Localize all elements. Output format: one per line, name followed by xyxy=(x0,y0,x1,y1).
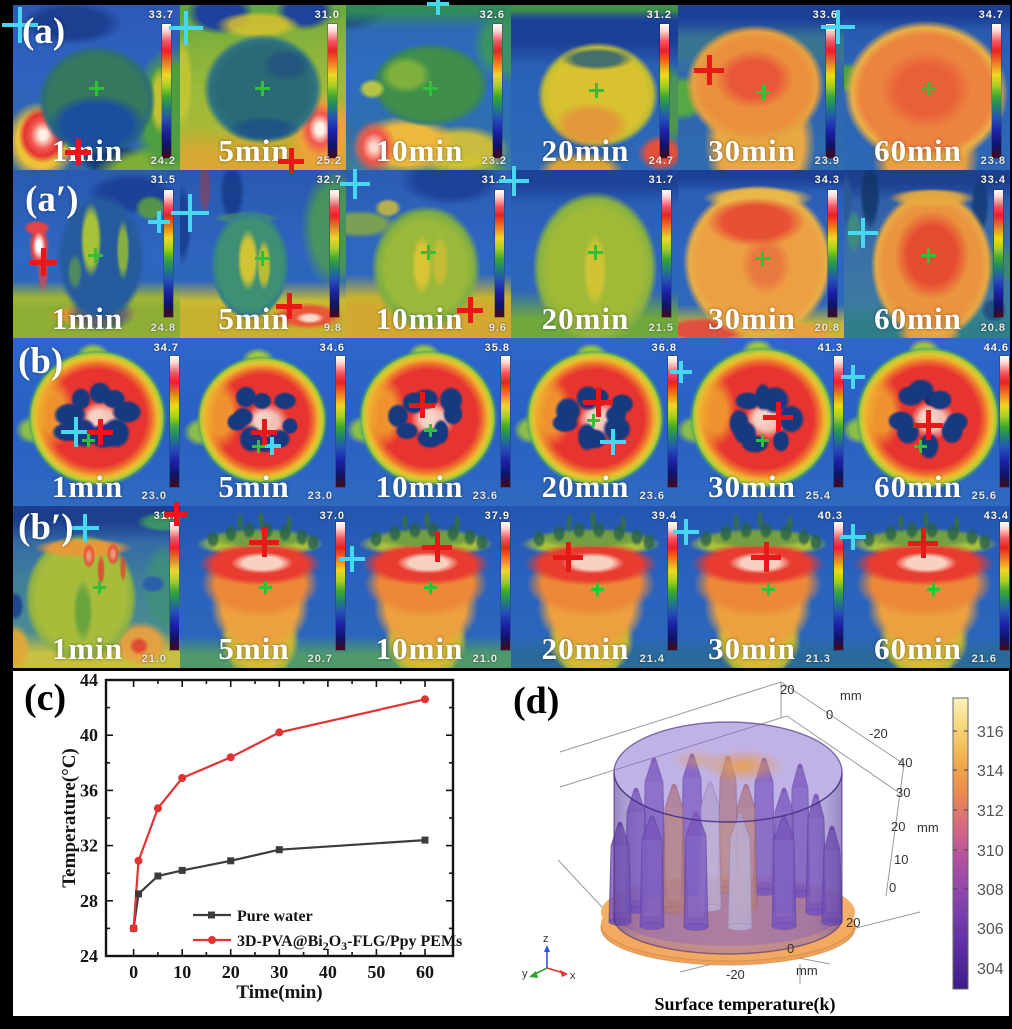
svg-text:24: 24 xyxy=(80,946,98,966)
svg-text:40: 40 xyxy=(80,725,98,745)
svg-text:0: 0 xyxy=(826,707,833,722)
svg-text:y: y xyxy=(522,968,528,980)
svg-text:20: 20 xyxy=(222,962,240,982)
svg-text:30: 30 xyxy=(896,785,910,800)
svg-text:mm: mm xyxy=(840,688,862,703)
svg-text:308: 308 xyxy=(977,882,1004,899)
svg-text:0: 0 xyxy=(787,941,794,956)
svg-text:316: 316 xyxy=(977,724,1004,741)
svg-text:32: 32 xyxy=(80,836,98,856)
svg-text:Time(min): Time(min) xyxy=(236,982,322,1003)
svg-text:Temperature(°C): Temperature(°C) xyxy=(59,748,80,888)
svg-text:x: x xyxy=(570,970,576,982)
svg-text:310: 310 xyxy=(977,843,1004,860)
svg-text:50: 50 xyxy=(367,962,385,982)
svg-text:312: 312 xyxy=(977,803,1004,820)
svg-text:20: 20 xyxy=(780,682,794,697)
svg-text:20: 20 xyxy=(846,915,860,930)
svg-text:3D-PVA@Bi2O3-FLG/Ppy PEMs: 3D-PVA@Bi2O3-FLG/Ppy PEMs xyxy=(237,933,462,953)
svg-text:0: 0 xyxy=(129,962,138,982)
svg-text:304: 304 xyxy=(977,961,1004,978)
svg-text:20: 20 xyxy=(891,819,905,834)
svg-text:30: 30 xyxy=(270,962,288,982)
svg-text:28: 28 xyxy=(80,891,98,911)
svg-text:40: 40 xyxy=(898,755,912,770)
svg-text:36: 36 xyxy=(80,780,98,800)
svg-text:60: 60 xyxy=(416,962,434,982)
svg-text:314: 314 xyxy=(977,763,1004,780)
svg-text:Surface temperature(k): Surface temperature(k) xyxy=(654,994,835,1015)
svg-text:mm: mm xyxy=(917,820,939,835)
svg-text:-20: -20 xyxy=(726,967,745,982)
svg-text:306: 306 xyxy=(977,921,1004,938)
svg-text:mm: mm xyxy=(796,963,818,978)
svg-text:z: z xyxy=(543,933,549,945)
svg-text:-20: -20 xyxy=(869,726,888,741)
svg-text:40: 40 xyxy=(319,962,337,982)
svg-text:10: 10 xyxy=(894,852,908,867)
svg-text:(d): (d) xyxy=(513,680,559,722)
svg-text:Pure water: Pure water xyxy=(237,908,313,925)
svg-text:0: 0 xyxy=(889,880,896,895)
svg-text:10: 10 xyxy=(173,962,191,982)
svg-text:44: 44 xyxy=(80,672,98,690)
